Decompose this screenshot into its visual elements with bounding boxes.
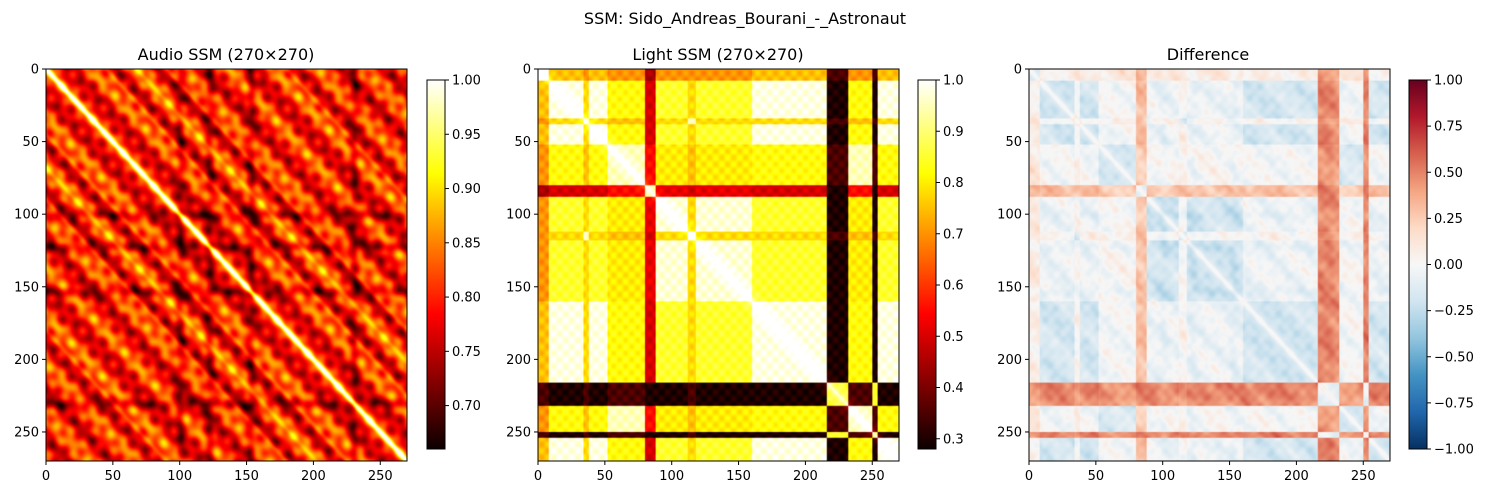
light-colorbar [917, 79, 937, 450]
difference-colorbar [1408, 79, 1428, 450]
x-tick-label: 0 [42, 469, 50, 484]
light-colorbar-ticks: 0.3 0.4 0.5 0.6 0.7 0.8 0.9 1.0 [936, 74, 964, 447]
colorbar-tick-label: −0.25 [1434, 304, 1474, 319]
x-tick-label: 50 [105, 469, 122, 484]
light-ssm-panel: Light SSM (270×270) 0 50 100 150 200 250 0 50 10… [506, 45, 964, 484]
y-tick-label: 200 [506, 353, 531, 368]
x-tick-label: 150 [1217, 469, 1242, 484]
colorbar-tick-label: 0.85 [452, 236, 481, 251]
audio-ssm-axes: 0 50 100 150 200 250 0 50 100 150 200 250 [14, 63, 393, 485]
x-tick-label: 100 [659, 469, 684, 484]
y-tick-label: 0 [1014, 63, 1022, 78]
y-tick-label: 0 [523, 63, 531, 78]
figure-title: SSM: Sido_Andreas_Bourani_-_Astronaut [584, 9, 906, 29]
y-tick-label: 100 [997, 208, 1022, 223]
x-tick-label: 200 [1284, 469, 1309, 484]
colorbar-tick-label: 0.90 [452, 182, 481, 197]
colorbar-tick-label: 0.75 [1434, 120, 1463, 135]
audio-ssm-panel: Audio SSM (270×270) 0 50 100 150 200 250 0 50 10… [14, 45, 481, 484]
difference-colorbar-ticks: −1.00 −0.75 −0.50 −0.25 0.00 0.25 0.50 0.75 1.00 [1427, 74, 1474, 458]
x-tick-label: 250 [1351, 469, 1376, 484]
colorbar-tick-label: 0.75 [452, 345, 481, 360]
y-tick-label: 150 [997, 280, 1022, 295]
colorbar-tick-label: 0.8 [943, 176, 964, 191]
x-tick-label: 100 [1150, 469, 1175, 484]
x-tick-label: 150 [234, 469, 259, 484]
difference-title: Difference [1167, 45, 1249, 64]
audio-colorbar-ticks: 0.70 0.75 0.80 0.85 0.90 0.95 1.00 [445, 74, 481, 414]
x-tick-label: 50 [597, 469, 614, 484]
colorbar-tick-label: −1.00 [1434, 443, 1474, 458]
colorbar-tick-label: 1.00 [1434, 74, 1463, 89]
y-tick-label: 250 [997, 425, 1022, 440]
x-tick-label: 100 [167, 469, 192, 484]
light-ssm-title: Light SSM (270×270) [632, 45, 803, 64]
colorbar-tick-label: 0.6 [943, 279, 964, 294]
difference-frame [1028, 68, 1391, 462]
y-tick-label: 0 [31, 63, 39, 78]
x-tick-label: 0 [534, 469, 542, 484]
y-tick-label: 100 [14, 208, 39, 223]
y-tick-label: 200 [14, 353, 39, 368]
light-ssm-frame [537, 68, 900, 462]
y-tick-label: 150 [14, 280, 39, 295]
colorbar-tick-label: 0.00 [1434, 258, 1463, 273]
colorbar-tick-label: 0.5 [943, 330, 964, 345]
colorbar-tick-label: 1.0 [943, 74, 964, 89]
colorbar-tick-label: 0.9 [943, 125, 964, 140]
colorbar-tick-label: 0.3 [943, 432, 964, 447]
y-tick-label: 250 [506, 425, 531, 440]
audio-ssm-title: Audio SSM (270×270) [138, 45, 315, 64]
audio-ssm-frame [45, 68, 408, 462]
colorbar-tick-label: −0.75 [1434, 396, 1474, 411]
x-tick-label: 150 [726, 469, 751, 484]
y-tick-label: 150 [506, 280, 531, 295]
difference-panel: Difference 0 50 100 150 200 250 0 50 100 150 200 25… [997, 45, 1474, 484]
audio-colorbar [426, 79, 446, 450]
audio-ssm-heatmap [46, 69, 407, 461]
colorbar-tick-label: −0.50 [1434, 350, 1474, 365]
colorbar-tick-label: 0.7 [943, 227, 964, 242]
difference-axes: 0 50 100 150 200 250 0 50 100 150 200 250 [997, 63, 1376, 485]
light-ssm-heatmap [538, 69, 899, 461]
y-tick-label: 250 [14, 425, 39, 440]
x-tick-label: 200 [301, 469, 326, 484]
colorbar-tick-label: 0.25 [1434, 212, 1463, 227]
x-tick-label: 50 [1088, 469, 1105, 484]
colorbar-tick-label: 0.95 [452, 128, 481, 143]
y-tick-label: 50 [514, 135, 531, 150]
y-tick-label: 50 [1005, 135, 1022, 150]
colorbar-tick-label: 0.80 [452, 291, 481, 306]
colorbar-tick-label: 0.4 [943, 381, 964, 396]
light-ssm-axes: 0 50 100 150 200 250 0 50 100 150 200 250 [506, 63, 885, 485]
colorbar-tick-label: 1.00 [452, 74, 481, 89]
y-tick-label: 50 [22, 135, 39, 150]
x-tick-label: 0 [1025, 469, 1033, 484]
difference-heatmap [1029, 69, 1390, 461]
colorbar-tick-label: 0.70 [452, 399, 481, 414]
colorbar-tick-label: 0.50 [1434, 166, 1463, 181]
x-tick-label: 200 [793, 469, 818, 484]
x-tick-label: 250 [368, 469, 393, 484]
y-tick-label: 100 [506, 208, 531, 223]
y-tick-label: 200 [997, 353, 1022, 368]
x-tick-label: 250 [860, 469, 885, 484]
